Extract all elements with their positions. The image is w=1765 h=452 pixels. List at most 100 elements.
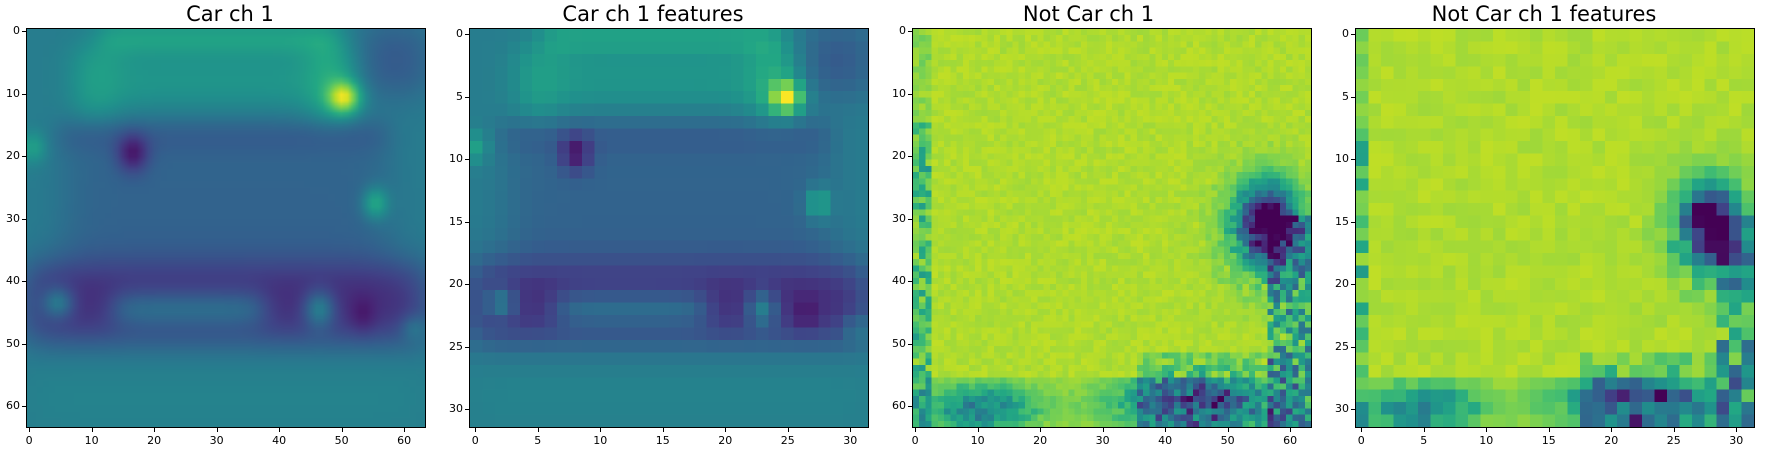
- y-tick-label: 10: [1335, 152, 1349, 166]
- y-tick-mark: [465, 159, 469, 161]
- x-tick-mark: [475, 428, 477, 432]
- y-tick-mark: [22, 156, 26, 158]
- x-tick-label: 40: [272, 434, 287, 447]
- x-tick-mark: [216, 428, 218, 432]
- y-tick-label: 40: [6, 274, 20, 288]
- y-tick-label: 0: [456, 27, 463, 41]
- image-plot: [912, 28, 1312, 428]
- y-tick-label: 0: [899, 24, 906, 38]
- panel-notcar-ch1-features: Not Car ch 1 features 0 5 10 15 20 25 30 0 5 10 15…: [1329, 0, 1765, 452]
- x-tick-mark: [1673, 428, 1675, 432]
- y-tick-mark: [908, 343, 912, 345]
- y-tick-mark: [908, 281, 912, 283]
- y-tick-mark: [22, 31, 26, 33]
- x-tick-mark: [341, 428, 343, 432]
- x-tick-mark: [915, 428, 917, 432]
- y-tick-label: 30: [892, 211, 906, 225]
- image-plot: [1355, 28, 1755, 428]
- y-tick-label: 40: [892, 274, 906, 288]
- y-tick-mark: [465, 34, 469, 36]
- x-tick-label: 10: [970, 434, 985, 447]
- y-tick-mark: [1351, 284, 1355, 286]
- panel-car-ch1-features: Car ch 1 features 0 5 10 15 20 25 30 0 5 10 15 20 25…: [443, 0, 883, 452]
- image-plot: [469, 28, 869, 428]
- x-tick-mark: [977, 428, 979, 432]
- y-tick-mark: [22, 406, 26, 408]
- panel-car-ch1: Car ch 1 0 10 20 30 40 50 60 0 10 20 30 40 50 60: [0, 0, 440, 452]
- y-tick-label: 15: [449, 214, 463, 228]
- x-tick-label: 30: [209, 434, 224, 447]
- x-tick-mark: [1486, 428, 1488, 432]
- x-tick-mark: [1361, 428, 1363, 432]
- x-tick-label: 0: [25, 434, 33, 447]
- x-tick-mark: [1548, 428, 1550, 432]
- y-tick-label: 30: [6, 211, 20, 225]
- y-tick-mark: [465, 221, 469, 223]
- x-tick-label: 30: [1095, 434, 1110, 447]
- y-tick-mark: [1351, 34, 1355, 36]
- y-tick-label: 20: [1335, 277, 1349, 291]
- x-tick-mark: [787, 428, 789, 432]
- y-tick-label: 5: [1342, 89, 1349, 103]
- x-tick-label: 0: [911, 434, 919, 447]
- panel-title: Not Car ch 1: [1022, 2, 1155, 26]
- y-tick-label: 50: [892, 336, 906, 350]
- x-tick-label: 15: [1541, 434, 1556, 447]
- x-tick-label: 20: [1033, 434, 1048, 447]
- y-tick-mark: [465, 96, 469, 98]
- y-tick-mark: [1351, 96, 1355, 98]
- y-tick-label: 10: [449, 152, 463, 166]
- y-tick-mark: [22, 218, 26, 220]
- x-tick-mark: [600, 428, 602, 432]
- y-tick-label: 15: [1335, 214, 1349, 228]
- y-tick-label: 20: [6, 149, 20, 163]
- y-tick-mark: [22, 93, 26, 95]
- channel-image: [913, 29, 1311, 427]
- y-tick-mark: [908, 31, 912, 33]
- y-tick-mark: [908, 218, 912, 220]
- y-tick-mark: [1351, 409, 1355, 411]
- x-tick-label: 10: [1479, 434, 1494, 447]
- y-tick-label: 10: [892, 86, 906, 100]
- x-tick-mark: [91, 428, 93, 432]
- y-tick-label: 30: [449, 402, 463, 416]
- y-tick-label: 20: [892, 149, 906, 163]
- y-tick-mark: [22, 281, 26, 283]
- x-tick-mark: [154, 428, 156, 432]
- x-tick-label: 50: [334, 434, 349, 447]
- channel-image: [27, 29, 425, 427]
- x-tick-label: 30: [1729, 434, 1744, 447]
- y-tick-label: 5: [456, 89, 463, 103]
- x-tick-label: 60: [1283, 434, 1298, 447]
- x-tick-label: 5: [1420, 434, 1428, 447]
- x-tick-mark: [1611, 428, 1613, 432]
- x-tick-mark: [1423, 428, 1425, 432]
- y-tick-label: 30: [1335, 402, 1349, 416]
- x-tick-mark: [850, 428, 852, 432]
- y-tick-mark: [908, 156, 912, 158]
- y-tick-label: 60: [6, 399, 20, 413]
- panel-notcar-ch1: Not Car ch 1 0 10 20 30 40 50 60 0 10 20 30 40 50 60: [886, 0, 1326, 452]
- y-tick-mark: [465, 346, 469, 348]
- x-tick-label: 0: [471, 434, 479, 447]
- x-tick-label: 25: [780, 434, 795, 447]
- y-tick-mark: [908, 93, 912, 95]
- x-tick-mark: [1165, 428, 1167, 432]
- image-plot: [26, 28, 426, 428]
- y-tick-mark: [1351, 221, 1355, 223]
- y-tick-label: 25: [1335, 339, 1349, 353]
- x-tick-label: 0: [1357, 434, 1365, 447]
- x-tick-label: 40: [1158, 434, 1173, 447]
- y-tick-label: 25: [449, 339, 463, 353]
- x-tick-label: 10: [593, 434, 608, 447]
- y-tick-label: 60: [892, 399, 906, 413]
- x-tick-label: 5: [534, 434, 542, 447]
- y-tick-label: 0: [1342, 27, 1349, 41]
- x-tick-mark: [404, 428, 406, 432]
- channel-image: [470, 29, 868, 427]
- x-tick-label: 25: [1666, 434, 1681, 447]
- x-tick-mark: [1102, 428, 1104, 432]
- x-tick-label: 30: [843, 434, 858, 447]
- panel-title: Car ch 1: [186, 2, 274, 26]
- x-tick-mark: [1227, 428, 1229, 432]
